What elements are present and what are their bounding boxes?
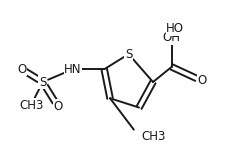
Text: O: O bbox=[17, 63, 27, 76]
Text: S: S bbox=[39, 75, 46, 89]
Text: S: S bbox=[125, 48, 132, 61]
Text: CH3: CH3 bbox=[19, 99, 43, 112]
Text: HO: HO bbox=[166, 22, 184, 35]
Text: OH: OH bbox=[163, 31, 181, 44]
Text: O: O bbox=[197, 74, 207, 87]
Text: HN: HN bbox=[64, 63, 82, 76]
Text: CH3: CH3 bbox=[141, 130, 166, 143]
Text: O: O bbox=[53, 100, 62, 113]
